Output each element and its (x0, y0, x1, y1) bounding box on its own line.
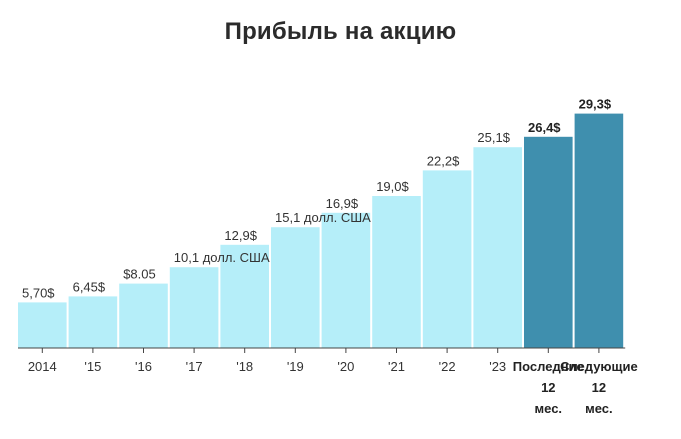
chart-title: Прибыль на акцию (224, 18, 457, 45)
bar-9[interactable] (473, 147, 522, 348)
value-label-2: $8.05 (123, 267, 156, 282)
x-tick-label-3: '17 (186, 359, 203, 374)
x-tick-label-0: 2014 (28, 359, 57, 374)
x-tick-label-7: '21 (388, 359, 405, 374)
x-tick-label-5: '19 (287, 359, 304, 374)
bar-1[interactable] (68, 296, 118, 348)
value-labels-group: 5,70$ 6,45$ $8.05 10,1 долл. США 12,9$ 15,1 д… (22, 97, 612, 301)
value-label-5: 15,1 долл. США (275, 210, 371, 225)
value-label-11: 29,3$ (579, 97, 612, 112)
value-label-8: 22,2$ (427, 153, 460, 168)
x-tick-label-10: Последние 12 мес. (513, 359, 584, 416)
x-tick-label-4: '18 (236, 359, 253, 374)
value-label-7: 19,0$ (376, 179, 409, 194)
x-tick-label-2: '16 (135, 359, 152, 374)
bar-8[interactable] (422, 170, 472, 348)
bar-11[interactable] (574, 113, 624, 348)
x-tick-labels-group: 2014 '15 '16 '17 '18 '19 '20 '21 '22 '23 Последние… (28, 359, 638, 416)
value-label-4: 12,9$ (224, 228, 257, 243)
value-label-9: 25,1$ (477, 130, 510, 145)
value-label-3: 10,1 долл. США (174, 250, 270, 265)
bar-10[interactable] (524, 136, 573, 348)
bar-5[interactable] (271, 227, 320, 348)
x-tick-label-11: Следующие 12 мес. (560, 359, 638, 416)
value-label-10: 26,4$ (528, 120, 561, 135)
x-tick-label-1: '15 (84, 359, 101, 374)
bars-group (18, 113, 624, 348)
x-tick-label-6: '20 (337, 359, 354, 374)
bar-7[interactable] (372, 196, 421, 348)
x-ticks-group (41, 348, 600, 353)
value-label-0: 5,70$ (22, 285, 55, 300)
x-tick-label-9: '23 (489, 359, 506, 374)
x-tick-label-8: '22 (439, 359, 456, 374)
value-label-1: 6,45$ (73, 279, 106, 294)
bar-4[interactable] (220, 244, 269, 348)
bar-3[interactable] (169, 267, 219, 348)
value-label-6: 16,9$ (326, 196, 359, 211)
bar-6[interactable] (321, 212, 371, 348)
bar-0[interactable] (18, 302, 67, 348)
bar-2[interactable] (119, 283, 168, 348)
